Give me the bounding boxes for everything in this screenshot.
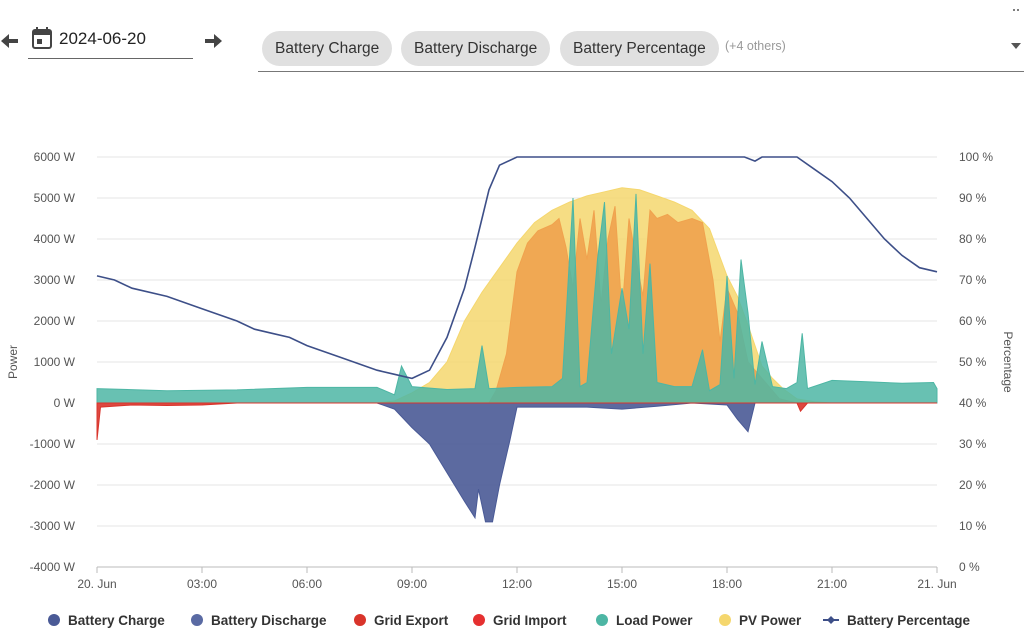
y-tick-label: 4000 W (34, 232, 76, 246)
legend-label: Battery Charge (68, 612, 165, 628)
y2-axis-title: Percentage (1001, 331, 1015, 393)
legend-dot-icon (191, 614, 203, 627)
others-count: (+4 others) (725, 39, 786, 53)
date-picker[interactable]: 2024-06-20 (28, 22, 193, 59)
y-tick-label: -2000 W (30, 478, 76, 492)
y2-tick-label: 100 % (959, 150, 993, 164)
legend-dot-icon (473, 614, 485, 627)
x-tick-label: 15:00 (607, 577, 637, 591)
battery-charge-area (97, 206, 937, 404)
legend-dot-icon (596, 614, 608, 627)
legend-item-battery-charge[interactable]: Battery Charge (48, 612, 165, 632)
y2-tick-label: 10 % (959, 519, 987, 533)
y-tick-label: 6000 W (34, 150, 76, 164)
previous-day-arrow-icon[interactable] (0, 30, 22, 52)
legend-item-pv-power[interactable]: PV Power (719, 612, 801, 632)
chip-battery-percentage[interactable]: Battery Percentage (560, 31, 719, 66)
x-tick-label: 06:00 (292, 577, 322, 591)
axis-labels: 6000 W 5000 W 4000 W 3000 W 2000 W 1000 W 0 W -… (6, 150, 1015, 591)
chip-battery-charge[interactable]: Battery Charge (262, 31, 393, 66)
load-power-area (96, 193, 938, 404)
y-tick-label: 1000 W (34, 355, 76, 369)
legend: Battery Charge Battery Discharge Grid Expo… (0, 608, 1024, 636)
axes (96, 566, 938, 573)
y-tick-label: -4000 W (30, 560, 76, 574)
y2-tick-label: 60 % (959, 314, 987, 328)
y-tick-label: 5000 W (34, 191, 76, 205)
grid-import-area (97, 402, 937, 413)
legend-item-battery-discharge[interactable]: Battery Discharge (191, 612, 327, 632)
legend-label: Load Power (616, 612, 693, 628)
more-dots-icon[interactable] (1012, 0, 1020, 11)
x-tick-label: 03:00 (187, 577, 217, 591)
y2-tick-label: 20 % (959, 478, 987, 492)
chip-battery-discharge[interactable]: Battery Discharge (401, 31, 551, 66)
legend-dot-icon (354, 614, 366, 627)
y-tick-label: -1000 W (30, 437, 76, 451)
legend-item-load-power[interactable]: Load Power (596, 612, 693, 632)
power-chart: 6000 W 5000 W 4000 W 3000 W 2000 W 1000 W 0 W -… (6, 150, 1015, 591)
y2-tick-label: 40 % (959, 396, 987, 410)
y-tick-label: 2000 W (34, 314, 76, 328)
legend-label: Battery Percentage (847, 612, 971, 628)
x-tick-label: 12:00 (502, 577, 532, 591)
legend-item-grid-import[interactable]: Grid Import (473, 612, 567, 632)
battery-percentage-line (96, 156, 938, 380)
legend-item-grid-export[interactable]: Grid Export (354, 612, 448, 632)
calendar-icon[interactable] (32, 27, 52, 49)
next-day-arrow-icon[interactable] (201, 30, 223, 52)
y2-tick-label: 30 % (959, 437, 987, 451)
x-tick-label: 18:00 (712, 577, 742, 591)
legend-line-marker-icon (823, 613, 839, 628)
battery-discharge-area (97, 402, 937, 523)
y-tick-label: -3000 W (30, 519, 76, 533)
toolbar: 2024-06-20 Battery Charge Battery Discha… (0, 0, 1024, 80)
x-tick-label: 09:00 (397, 577, 427, 591)
y2-tick-label: 50 % (959, 355, 987, 369)
legend-label: Battery Discharge (211, 612, 327, 628)
y2-tick-label: 90 % (959, 191, 987, 205)
legend-label: PV Power (739, 612, 802, 628)
y-tick-label: 0 W (54, 396, 76, 410)
date-value[interactable]: 2024-06-20 (59, 29, 146, 48)
legend-label: Grid Import (493, 612, 567, 628)
legend-label: Grid Export (374, 612, 449, 628)
x-tick-label: 21. Jun (917, 577, 956, 591)
series-selector[interactable]: Battery Charge Battery Discharge Battery… (258, 22, 1024, 72)
legend-item-battery-percentage[interactable]: Battery Percentage (823, 612, 970, 632)
legend-dot-icon (719, 614, 731, 627)
x-tick-label: 20. Jun (77, 577, 116, 591)
y2-tick-label: 70 % (959, 273, 987, 287)
y-tick-label: 3000 W (34, 273, 76, 287)
y2-tick-label: 80 % (959, 232, 987, 246)
series-areas (96, 156, 938, 523)
legend-dot-icon (48, 614, 60, 627)
y2-tick-label: 0 % (959, 560, 980, 574)
y-axis-title: Power (6, 345, 20, 379)
x-tick-label: 21:00 (817, 577, 847, 591)
chevron-down-icon[interactable] (1010, 37, 1022, 49)
